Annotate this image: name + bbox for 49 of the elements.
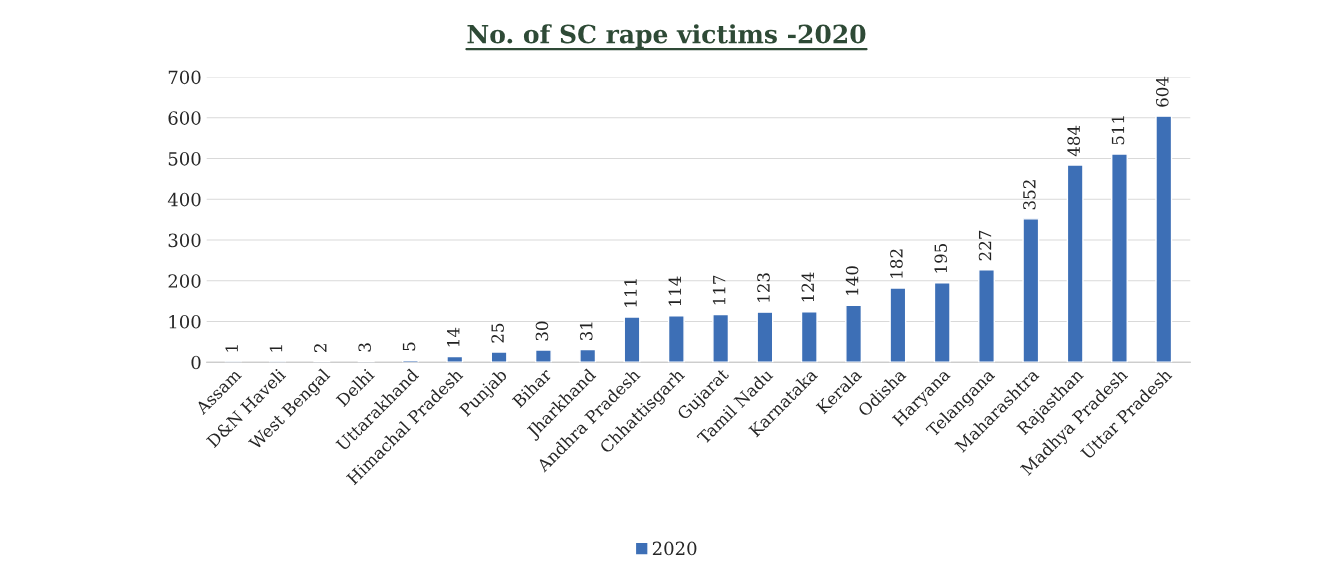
bar	[623, 316, 641, 363]
data-label: 511	[1111, 116, 1125, 145]
bar	[756, 311, 774, 363]
bar	[490, 351, 508, 363]
y-tick-label: 300	[168, 233, 201, 248]
bar	[1111, 153, 1128, 363]
data-label: 227	[978, 230, 992, 261]
data-label: 1	[225, 345, 238, 352]
data-label: 195	[934, 243, 948, 273]
data-label: 114	[668, 276, 681, 306]
bar	[1155, 115, 1173, 363]
bar	[1066, 164, 1084, 363]
bar	[889, 287, 907, 363]
data-label: 604	[1156, 76, 1169, 107]
bar	[845, 304, 863, 363]
data-label: 14	[447, 327, 460, 347]
y-tick-label: 700	[168, 70, 201, 85]
data-label: 484	[1067, 125, 1080, 157]
bar	[534, 349, 552, 363]
data-label: 124	[801, 272, 814, 302]
chart-title: No. of SC rape victims -2020	[467, 24, 866, 49]
data-label: 30	[535, 321, 549, 341]
data-label: 140	[845, 266, 859, 295]
data-label: 25	[491, 323, 504, 343]
bar	[800, 311, 818, 363]
y-tick-label: 0	[191, 355, 201, 370]
data-label: 2	[314, 344, 327, 352]
y-tick-label: 200	[168, 274, 201, 288]
bar	[933, 282, 951, 363]
data-label: 1	[269, 345, 283, 352]
data-label: 5	[402, 342, 416, 351]
data-label: 117	[712, 275, 726, 305]
data-label: 3	[358, 343, 371, 352]
bar	[579, 348, 597, 363]
data-label: 123	[757, 273, 770, 302]
bar	[667, 315, 685, 363]
y-tick-label: 400	[167, 192, 201, 207]
y-tick-label: 500	[168, 151, 201, 166]
bar	[446, 355, 464, 363]
y-tick-label: 600	[168, 111, 201, 125]
y-tick-label: 100	[169, 314, 201, 329]
data-label: 31	[579, 322, 593, 341]
bar	[1022, 218, 1040, 363]
data-label: 182	[890, 249, 903, 278]
legend-label: 2020	[652, 541, 697, 556]
bar	[712, 313, 730, 363]
bar	[978, 269, 995, 363]
data-label: 352	[1023, 180, 1036, 210]
data-label: 111	[624, 279, 637, 307]
